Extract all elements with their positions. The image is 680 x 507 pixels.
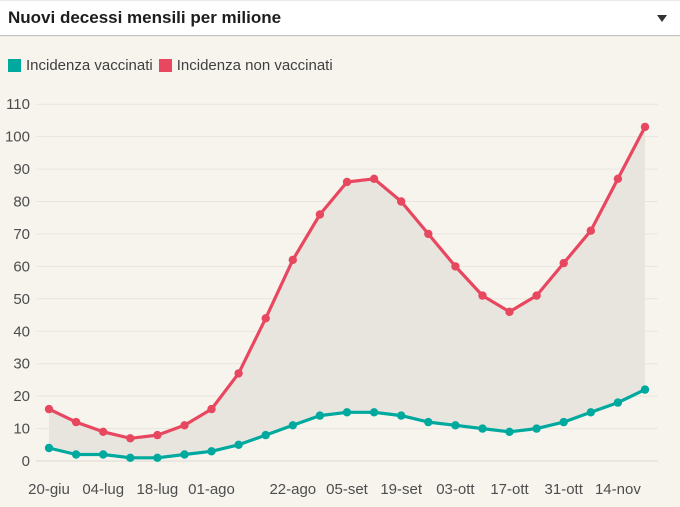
x-tick-label: 01-ago	[188, 481, 235, 498]
data-point[interactable]	[478, 291, 487, 300]
legend: Incidenza vaccinati Incidenza non vaccin…	[8, 55, 339, 75]
y-tick-label: 30	[13, 356, 30, 373]
legend-label-non-vaccinati: Incidenza non vaccinati	[176, 56, 333, 74]
data-point[interactable]	[532, 424, 541, 433]
data-point[interactable]	[397, 411, 406, 420]
data-point[interactable]	[424, 229, 433, 239]
data-point[interactable]	[71, 417, 81, 427]
data-point[interactable]	[99, 450, 108, 459]
data-point[interactable]	[261, 314, 270, 323]
legend-swatch-non-vaccinati-icon	[158, 58, 172, 72]
data-point[interactable]	[478, 424, 487, 433]
data-point[interactable]	[315, 411, 325, 420]
data-point[interactable]	[342, 177, 352, 187]
data-point[interactable]	[613, 398, 623, 407]
data-point[interactable]	[640, 122, 650, 132]
data-point[interactable]	[505, 307, 514, 316]
data-point[interactable]	[288, 421, 297, 430]
x-tick-label: 22-ago	[269, 481, 316, 498]
legend-swatch-vaccinati-icon	[8, 58, 21, 72]
data-point[interactable]	[559, 258, 568, 268]
data-point[interactable]	[369, 408, 379, 417]
data-point[interactable]	[207, 447, 216, 456]
y-tick-label: 100	[5, 129, 30, 146]
data-point[interactable]	[234, 369, 243, 378]
data-point[interactable]	[559, 417, 568, 427]
area-band	[49, 126, 645, 458]
data-point[interactable]	[44, 404, 54, 414]
x-tick-label: 03-ott	[436, 481, 475, 498]
data-point[interactable]	[640, 385, 650, 394]
x-tick-label: 31-ott	[545, 481, 584, 498]
y-tick-label: 90	[13, 161, 30, 178]
data-point[interactable]	[180, 421, 189, 430]
y-tick-label: 40	[13, 323, 30, 340]
x-tick-label: 05-set	[326, 481, 369, 498]
x-tick-label: 18-lug	[137, 481, 179, 498]
data-point[interactable]	[44, 443, 54, 453]
data-point[interactable]	[342, 408, 352, 417]
x-tick-label: 04-lug	[82, 481, 124, 498]
y-tick-label: 50	[13, 291, 30, 308]
data-point[interactable]	[153, 453, 162, 462]
data-point[interactable]	[153, 430, 162, 440]
metric-dropdown[interactable]: Nuovi decessi mensili per milione	[0, 1, 680, 36]
y-tick-label: 0	[22, 453, 30, 470]
x-tick-label: 17-ott	[490, 481, 529, 498]
data-point[interactable]	[613, 174, 623, 183]
data-point[interactable]	[99, 427, 108, 436]
data-point[interactable]	[586, 226, 595, 235]
x-tick-label: 20-giu	[28, 481, 70, 498]
data-point[interactable]	[234, 440, 243, 449]
data-point[interactable]	[532, 291, 541, 300]
y-tick-label: 20	[13, 388, 30, 405]
y-tick-label: 10	[13, 421, 30, 438]
x-tick-label: 19-set	[380, 481, 423, 498]
data-point[interactable]	[207, 404, 216, 414]
data-point[interactable]	[71, 450, 81, 459]
chevron-down-icon[interactable]	[657, 15, 667, 22]
legend-label-vaccinati: Incidenza vaccinati	[26, 56, 153, 74]
y-tick-label: 80	[13, 194, 30, 211]
data-point[interactable]	[586, 408, 595, 417]
legend-item-non-vaccinati: Incidenza non vaccinati	[158, 56, 333, 74]
data-point[interactable]	[451, 421, 460, 430]
x-tick-label: 14-nov	[595, 481, 641, 498]
data-point[interactable]	[126, 434, 135, 443]
data-point[interactable]	[180, 450, 189, 459]
y-tick-label: 110	[6, 96, 30, 113]
legend-item-vaccinati: Incidenza vaccinati	[8, 57, 153, 74]
data-point[interactable]	[126, 453, 135, 462]
data-point[interactable]	[397, 197, 406, 206]
data-point[interactable]	[315, 210, 325, 219]
y-tick-label: 60	[13, 258, 30, 275]
data-point[interactable]	[261, 430, 270, 440]
data-point[interactable]	[424, 417, 433, 427]
data-point[interactable]	[451, 262, 460, 271]
chart-title: Nuovi decessi mensili per milione	[8, 8, 282, 27]
data-point[interactable]	[505, 427, 514, 436]
y-tick-label: 70	[13, 226, 30, 243]
data-point[interactable]	[288, 255, 297, 265]
data-point[interactable]	[369, 174, 379, 183]
